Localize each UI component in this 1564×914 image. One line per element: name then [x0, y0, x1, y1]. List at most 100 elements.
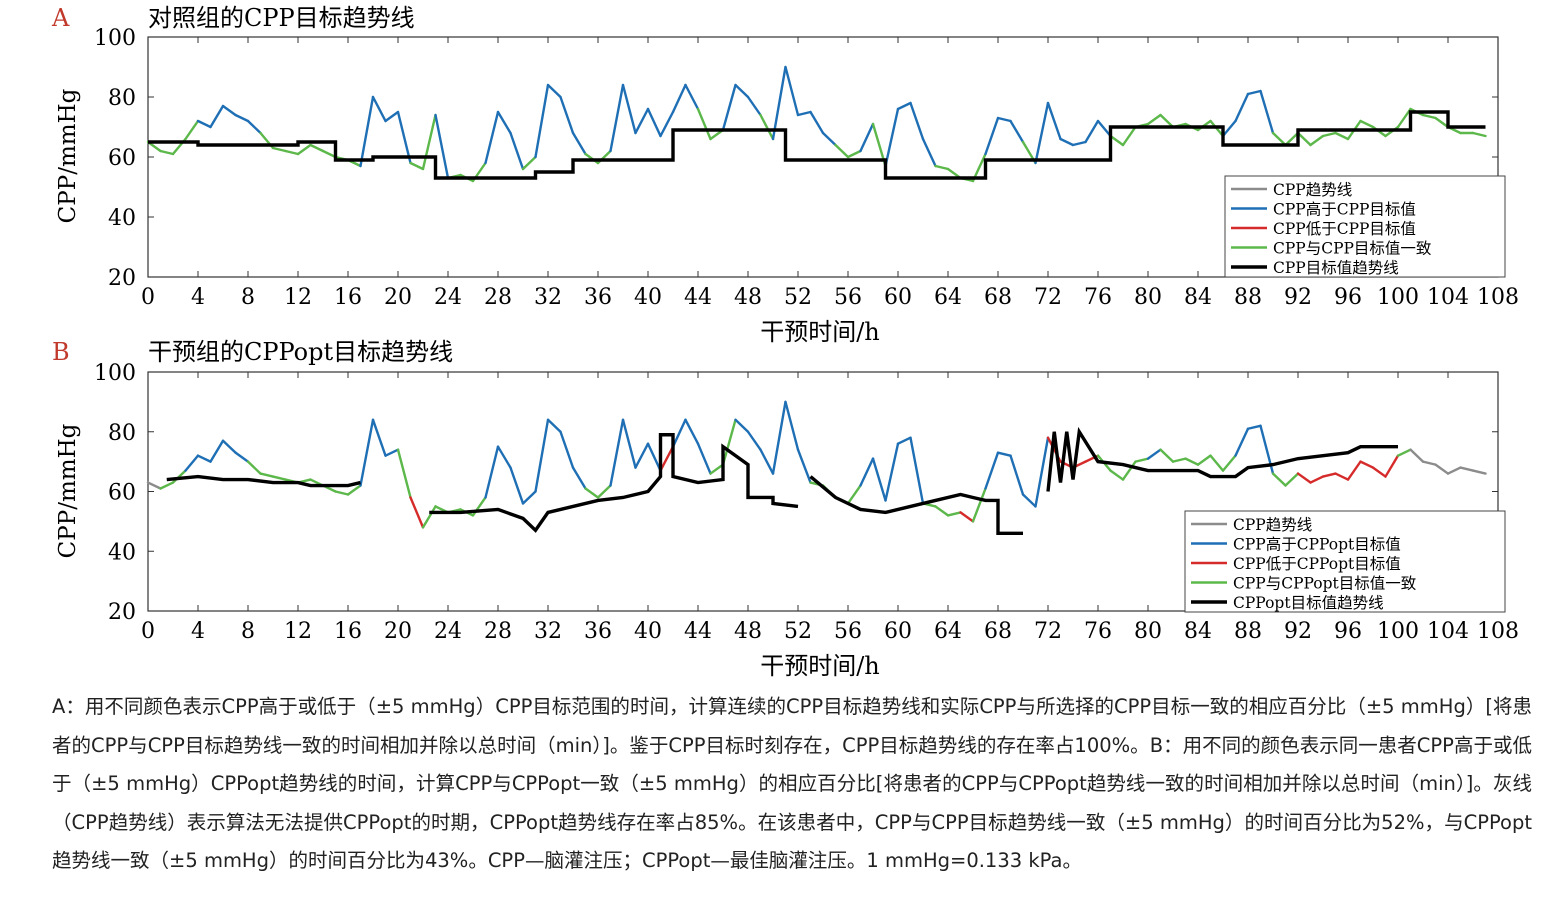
panel-b-cpp-match-target-segment [1159, 448, 1175, 463]
panel-b-ylabel: CPP/mmHg [55, 423, 81, 558]
panel-a-cpp-above-target-segment [509, 131, 525, 171]
panel-b-cpp-above-target-segment [1146, 448, 1162, 460]
panel-b-cpp-match-target-segment [334, 490, 350, 496]
panel-a-cpp-match-target-segment [1434, 116, 1450, 129]
panel-a-cpp-above-target-segment [609, 83, 625, 153]
panel-b-cpp-below-target-segment [1346, 460, 1362, 481]
panel-b-cpp-above-target-segment [859, 457, 875, 487]
panel-a-cpp-match-target-segment [1284, 131, 1300, 147]
panel-b-ytick-label: 100 [94, 361, 136, 386]
panel-a-cpp-above-target-segment [546, 83, 562, 99]
panel-b-cpp-below-target-segment [1296, 472, 1312, 484]
panel-b-cpp-match-target-segment [1284, 472, 1300, 487]
panel-b-xtick-label: 20 [384, 619, 412, 644]
figure: A 对照组的CPP目标趋势线 CPP/mmHg 干预时间/h 0 4 8 12 16 20… [51, 4, 1519, 680]
panel-a-xtick-label: 64 [934, 285, 962, 310]
panel-b-cpp-match-target-segment [1396, 448, 1412, 457]
panel-a-cpp-above-target-segment [821, 131, 837, 147]
panel-a-cpp-match-target-segment [759, 113, 775, 141]
panel-b-xtick-label: 36 [584, 619, 612, 644]
panel-b-cpp-above-target-segment [984, 451, 1000, 490]
panel-a-xtick-label: 4 [191, 285, 205, 310]
panel-a-cpp-above-target-segment [646, 107, 662, 138]
panel-a-xtick-label: 96 [1334, 285, 1362, 310]
panel-a-legend-label: CPP高于CPP目标值 [1273, 201, 1416, 219]
panel-a-ytick-label: 60 [108, 146, 136, 171]
panel-a-cpp-above-target-segment [1221, 119, 1237, 138]
panel-b-xtick-label: 96 [1334, 619, 1362, 644]
panel-b-ytick-label: 40 [108, 540, 136, 565]
panel-b-cpp-above-target-segment [996, 451, 1012, 457]
panel-b-ytick-label: 20 [108, 600, 136, 625]
panel-a-cpp-above-target-segment [909, 101, 925, 141]
panel-b-cpp-above-target-segment [371, 418, 387, 457]
panel-a-xtick-label: 48 [734, 285, 762, 310]
panel-b-cpp-match-target-segment [721, 418, 737, 466]
panel-b-xtick-label: 84 [1184, 619, 1212, 644]
panel-b-cpp-trend-segment [1471, 469, 1487, 475]
panel-b-xtick-label: 16 [334, 619, 362, 644]
panel-b-cpp-above-target-segment [746, 430, 762, 451]
panel-a-cpp-match-target-segment [1359, 119, 1375, 129]
panel-b-cpp-above-target-segment [796, 448, 812, 484]
panel-b-xlabel: 干预时间/h [760, 652, 880, 680]
panel-b-cpp-trend-segment [1409, 448, 1425, 463]
panel-b-cpp-match-target-segment [1171, 457, 1187, 463]
panel-b-cpp-match-target-segment [971, 487, 987, 523]
panel-b-legend-label: CPP趋势线 [1233, 516, 1312, 534]
panel-a-cpp-match-target-segment [834, 143, 850, 159]
panel-a-legend-box [1224, 175, 1506, 278]
panel-b-cpp-above-target-segment [521, 490, 537, 505]
panel-b-xtick-label: 40 [634, 619, 662, 644]
panel-a-xtick-label: 36 [584, 285, 612, 310]
figure-caption: A：用不同颜色表示CPP高于或低于（±5 mmHg）CPP目标范围的时间，计算连… [52, 695, 1532, 872]
panel-b-cpp-match-target-segment [246, 460, 262, 475]
panel-b-cpp-match-target-segment [1196, 454, 1212, 466]
panel-b-xtick-label: 32 [534, 619, 562, 644]
panel-b-cpp-trend-segment [1434, 463, 1450, 475]
panel-a-cpp-match-target-segment [1121, 125, 1137, 147]
panel-a-xtick-label: 108 [1477, 285, 1519, 310]
panel-b-cpp-match-target-segment [1134, 457, 1150, 463]
panel-a-ytick-label: 40 [108, 206, 136, 231]
panel-a-cpp-match-target-segment [284, 149, 300, 156]
panel-b-cpp-match-target-segment [346, 484, 362, 496]
panel-b-cpp-trend-segment [1446, 466, 1462, 475]
panel-a-cpp-above-target-segment [1059, 137, 1075, 147]
panel-a-xtick-label: 56 [834, 285, 862, 310]
panel-a-xtick-label: 68 [984, 285, 1012, 310]
panel-b-xtick-label: 76 [1084, 619, 1112, 644]
panel-a-xtick-label: 88 [1234, 285, 1262, 310]
panel-a-ytick-label: 80 [108, 86, 136, 111]
panel-b-cpp-above-target-segment [646, 442, 662, 472]
panel-b-cpp-match-target-segment [1221, 454, 1237, 472]
panel-b-cpp-match-target-segment [1121, 460, 1137, 481]
panel-b-cpp-above-target-segment [509, 466, 525, 505]
panel-b-xtick-label: 28 [484, 619, 512, 644]
panel-b-cpp-above-target-segment [684, 418, 700, 445]
panel-b-cpp-above-target-segment [759, 448, 775, 475]
panel-b-xtick-label: 12 [284, 619, 312, 644]
panel-b-cpp-above-target-segment [221, 439, 237, 454]
panel-b-xtick-label: 24 [434, 619, 462, 644]
panel-b-xtick-label: 44 [684, 619, 712, 644]
panel-b-target-trend-line [166, 474, 361, 488]
panel-a-cpp-above-target-segment [1071, 140, 1087, 147]
panel-a-xtick-label: 16 [334, 285, 362, 310]
panel-a-cpp-above-target-segment [984, 116, 1000, 156]
panel-a-cpp-match-target-segment [421, 113, 437, 171]
panel-a-xtick-label: 20 [384, 285, 412, 310]
panel-a-cpp-above-target-segment [634, 107, 650, 135]
panel-b-xtick-label: 0 [141, 619, 155, 644]
panel-a-cpp-above-target-segment [234, 113, 250, 123]
panel-b-cpp-match-target-segment [159, 481, 175, 490]
panel-b-cpp-above-target-segment [196, 454, 212, 463]
panel-a-cpp-above-target-segment [396, 110, 412, 165]
panel-a-xtick-label: 24 [434, 285, 462, 310]
panel-b-cpp-above-target-segment [534, 418, 550, 493]
panel-b-cpp-match-target-segment [171, 469, 187, 484]
panel-a-cpp-above-target-segment [734, 83, 750, 99]
panel-a-cpp-above-target-segment [896, 101, 912, 111]
panel-b-cpp-above-target-segment [1246, 424, 1262, 430]
